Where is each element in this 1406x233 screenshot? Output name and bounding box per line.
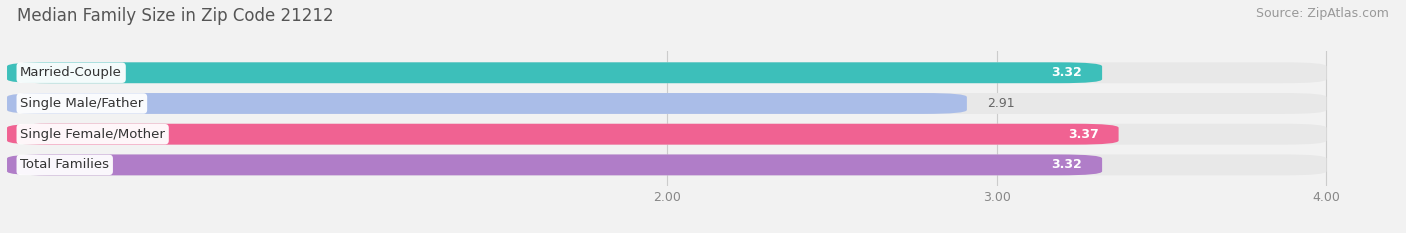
Text: Median Family Size in Zip Code 21212: Median Family Size in Zip Code 21212 [17,7,333,25]
Text: Total Families: Total Families [20,158,110,171]
Text: Single Male/Father: Single Male/Father [20,97,143,110]
Text: Married-Couple: Married-Couple [20,66,122,79]
FancyBboxPatch shape [7,62,1102,83]
FancyBboxPatch shape [7,124,1326,145]
FancyBboxPatch shape [7,93,967,114]
FancyBboxPatch shape [7,93,1326,114]
FancyBboxPatch shape [7,154,1326,175]
Text: 3.32: 3.32 [1052,66,1083,79]
FancyBboxPatch shape [7,62,1326,83]
Text: 3.37: 3.37 [1069,128,1099,141]
Text: 2.91: 2.91 [987,97,1014,110]
FancyBboxPatch shape [7,154,1102,175]
Text: Single Female/Mother: Single Female/Mother [20,128,165,141]
Text: Source: ZipAtlas.com: Source: ZipAtlas.com [1256,7,1389,20]
FancyBboxPatch shape [7,124,1119,145]
Text: 3.32: 3.32 [1052,158,1083,171]
